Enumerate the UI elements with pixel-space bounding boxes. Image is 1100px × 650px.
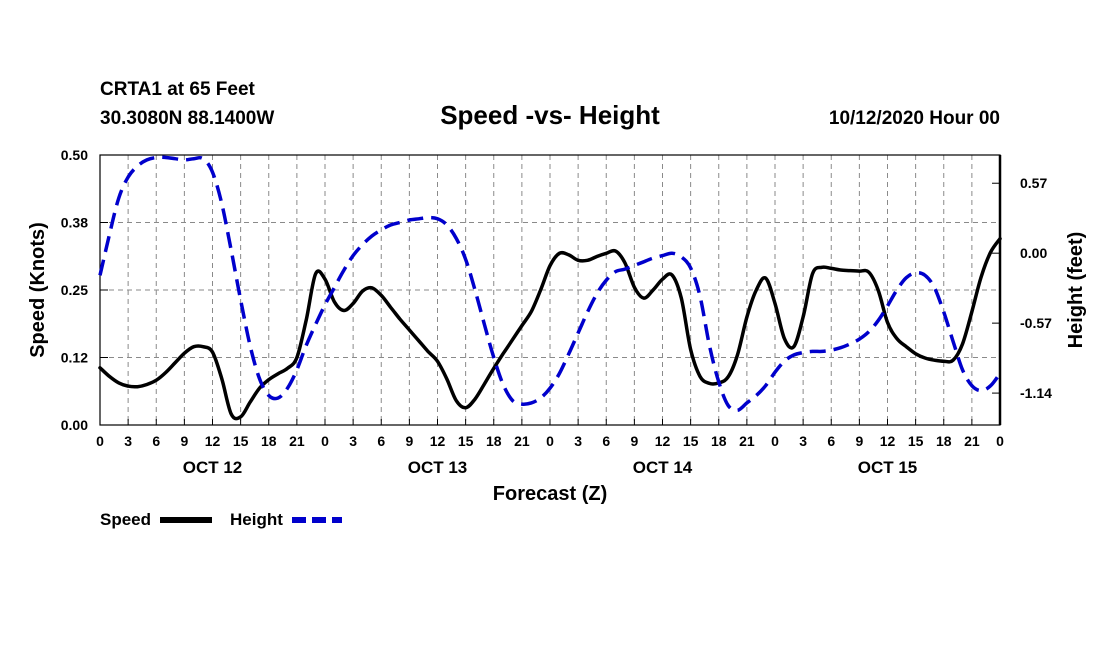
day-labels: OCT 12 OCT 13 OCT 14 OCT 15 [183, 458, 918, 477]
x-tick-label: 21 [739, 433, 755, 449]
x-tick-label: 9 [855, 433, 863, 449]
tick-marks [99, 154, 1001, 426]
x-tick-label: 9 [180, 433, 188, 449]
station-label: CRTA1 at 65 Feet [100, 79, 256, 100]
x-tick-labels: 0 3 6 9 12 15 18 21 0 3 6 9 12 15 18 21 0 3 6 9 12 15 18 21 0 3 6 9… [96, 433, 1004, 449]
y-axis-right-label: Height (feet) [1065, 232, 1087, 349]
x-tick-label: 12 [880, 433, 896, 449]
x-tick-label: 18 [486, 433, 502, 449]
x-tick-label: 21 [289, 433, 305, 449]
speed-series-line [98, 236, 1002, 421]
x-tick-label: 18 [711, 433, 727, 449]
x-tick-label: 9 [630, 433, 638, 449]
x-tick-label: 0 [771, 433, 779, 449]
x-tick-label: 18 [936, 433, 952, 449]
legend-speed-label: Speed [100, 510, 151, 529]
run-time-label: 10/12/2020 Hour 00 [829, 108, 1000, 129]
x-tick-label: 12 [655, 433, 671, 449]
x-tick-label: 18 [261, 433, 277, 449]
y-right-tick-label: 0.00 [1020, 245, 1047, 261]
day-label: OCT 12 [183, 458, 243, 477]
x-tick-label: 21 [514, 433, 530, 449]
x-tick-label: 0 [546, 433, 554, 449]
height-series-line [98, 155, 1002, 413]
y-right-tick-label: 0.57 [1020, 175, 1047, 191]
y-right-tick-labels: -1.14 -0.57 0.00 0.57 [1020, 175, 1052, 401]
y-left-tick-label: 0.00 [61, 417, 88, 433]
x-tick-label: 3 [799, 433, 807, 449]
y-right-tick-label: -0.57 [1020, 315, 1052, 331]
series-layer [98, 155, 1002, 421]
y-left-tick-label: 0.25 [61, 282, 88, 298]
y-axis-left-label: Speed (Knots) [27, 222, 49, 358]
x-tick-label: 0 [96, 433, 104, 449]
x-tick-label: 12 [205, 433, 221, 449]
x-tick-label: 6 [152, 433, 160, 449]
x-tick-label: 6 [377, 433, 385, 449]
legend: Speed Height [100, 510, 342, 529]
x-tick-label: 9 [405, 433, 413, 449]
x-tick-label: 15 [683, 433, 699, 449]
x-tick-label: 0 [321, 433, 329, 449]
x-tick-label: 12 [430, 433, 446, 449]
legend-height-label: Height [230, 510, 283, 529]
x-tick-label: 21 [964, 433, 980, 449]
x-tick-label: 6 [602, 433, 610, 449]
x-tick-label: 15 [908, 433, 924, 449]
x-tick-label: 3 [574, 433, 582, 449]
day-label: OCT 13 [408, 458, 468, 477]
x-tick-label: 15 [458, 433, 474, 449]
coordinates-label: 30.3080N 88.1400W [100, 108, 274, 129]
x-tick-label: 3 [349, 433, 357, 449]
y-right-tick-label: -1.14 [1020, 385, 1052, 401]
y-left-tick-labels: 0.00 0.12 0.25 0.38 0.50 [61, 147, 88, 433]
x-tick-label: 15 [233, 433, 249, 449]
y-left-tick-label: 0.12 [61, 350, 88, 366]
x-tick-label: 3 [124, 433, 132, 449]
x-tick-label: 0 [996, 433, 1004, 449]
day-label: OCT 14 [633, 458, 693, 477]
chart-title: Speed -vs- Height [440, 100, 660, 130]
x-tick-label: 6 [827, 433, 835, 449]
grid-lines [100, 155, 1000, 425]
y-left-tick-label: 0.50 [61, 147, 88, 163]
day-label: OCT 15 [858, 458, 918, 477]
y-left-tick-label: 0.38 [61, 215, 88, 231]
x-axis-label: Forecast (Z) [493, 483, 607, 505]
